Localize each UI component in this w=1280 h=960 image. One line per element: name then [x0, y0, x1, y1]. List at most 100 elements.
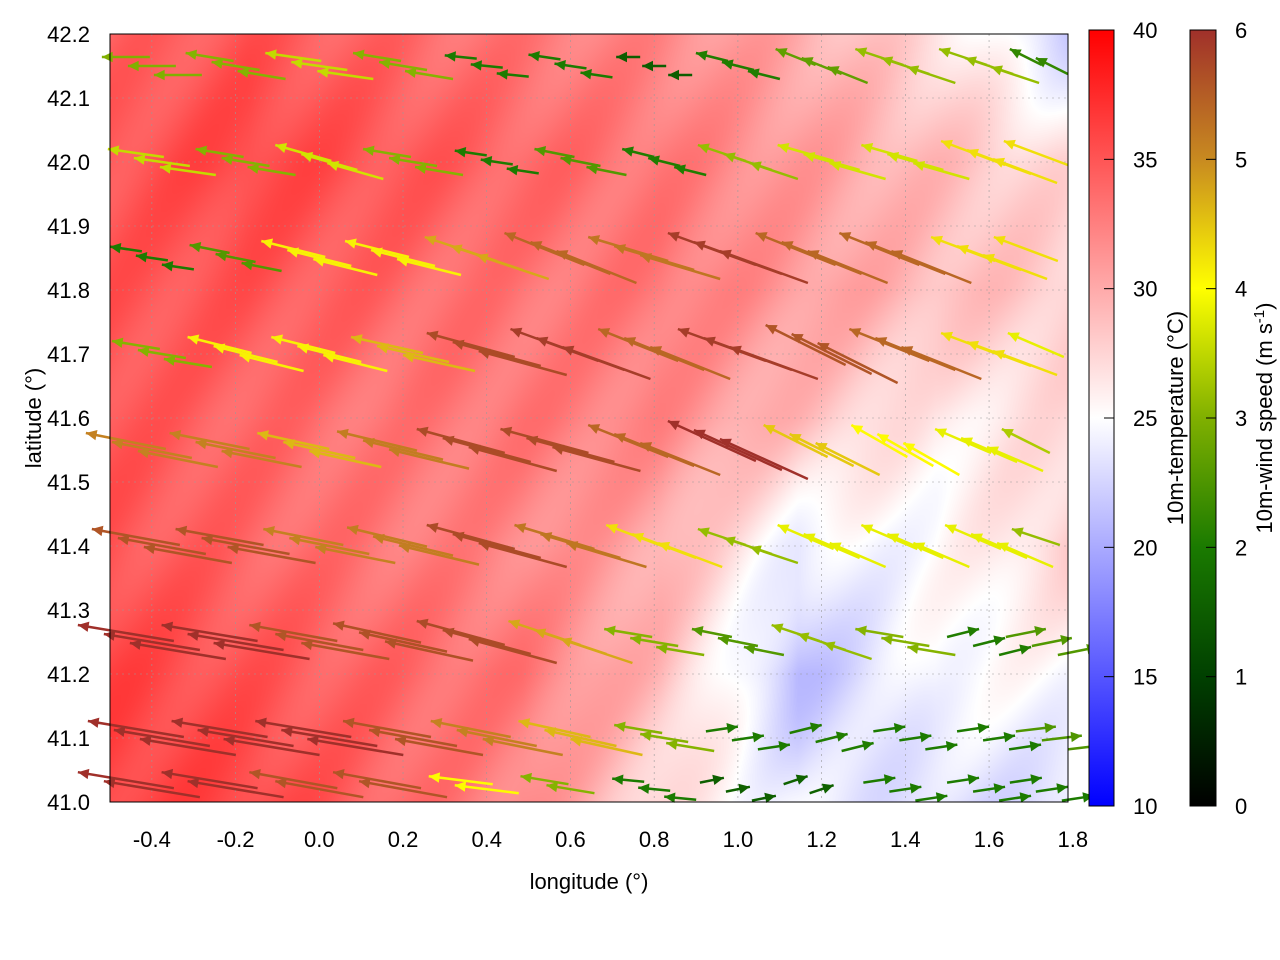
wind-arrow-head — [1003, 139, 1016, 150]
wind-arrow — [87, 717, 185, 739]
wind-arrow-head — [752, 732, 764, 743]
wind-arrow — [227, 543, 316, 565]
wind-arrow — [874, 336, 956, 372]
wind-arrow-head — [297, 343, 310, 354]
wind-arrow-head — [309, 448, 321, 459]
wind-arrow-shaft — [482, 737, 563, 757]
wind-arrow — [315, 544, 396, 565]
wind-arrow-shaft — [478, 541, 568, 569]
wind-arrow — [189, 242, 230, 255]
wind-arrow-shaft — [992, 349, 1058, 377]
wind-arrow — [841, 740, 874, 753]
wind-arrow-shaft — [815, 441, 881, 477]
wind-arrow — [946, 774, 980, 785]
wind-arrow — [972, 783, 1006, 794]
wind-arrow-head — [359, 629, 371, 640]
wind-arrow-head — [127, 60, 139, 72]
wind-arrow-shaft — [442, 628, 532, 656]
wind-arrow — [827, 65, 869, 85]
wind-arrow-head — [887, 533, 900, 544]
wind-arrow — [655, 643, 705, 657]
wind-arrow-head — [534, 146, 547, 157]
wind-arrow-shaft — [587, 423, 669, 459]
wind-arrow — [623, 336, 705, 372]
wind-arrow — [695, 50, 729, 63]
wind-arrow-head — [281, 726, 293, 737]
wind-arrow-head — [371, 247, 383, 258]
wind-arrow-head — [693, 429, 706, 440]
x-axis-label: longitude (°) — [530, 869, 649, 894]
wind-arrow-head — [807, 250, 820, 260]
wind-arrow-head — [881, 634, 893, 645]
wind-arrow — [326, 160, 384, 181]
wind-arrow-head — [221, 154, 234, 165]
wind-arrow-head — [817, 343, 830, 353]
wind-arrow-head — [333, 768, 345, 780]
wind-arrow-head — [666, 739, 678, 750]
wind-arrow — [175, 525, 264, 547]
wind-arrow — [470, 60, 503, 71]
wind-arrow-head — [343, 717, 355, 729]
wind-arrow — [934, 427, 992, 455]
wind-arrow-head — [275, 777, 287, 789]
wind-arrow — [249, 621, 338, 643]
wind-arrow-shaft — [838, 231, 920, 267]
wind-arrow — [725, 783, 751, 795]
wind-arrow — [223, 735, 320, 757]
wind-arrow — [163, 355, 213, 369]
wind-arrow-head — [719, 249, 732, 260]
wind-arrow-head — [1034, 626, 1046, 637]
wind-arrow — [398, 542, 480, 566]
wind-arrow-head — [403, 352, 415, 363]
wind-arrow — [777, 142, 834, 163]
wind-arrow-head — [345, 238, 357, 249]
wind-arrow — [275, 630, 364, 652]
wind-arrow-head — [614, 721, 626, 732]
y-ticks: 41.0 41.1 41.2 41.3 41.4 41.5 41.6 41.7 41.8 41.9… — [47, 22, 90, 815]
x-tick-label: -0.2 — [217, 827, 255, 852]
wind-arrow-head — [227, 543, 240, 555]
wind-arrow-shaft — [503, 231, 585, 267]
wind-arrow — [616, 51, 641, 63]
wind-arrow-head — [967, 148, 980, 159]
wind-arrow-head — [454, 147, 467, 158]
wind-arrow-head — [221, 448, 234, 459]
wind-arrow-head — [526, 435, 539, 446]
wind-arrow-head — [187, 777, 200, 789]
wind-arrow-head — [697, 143, 710, 154]
wind-arrow-head — [195, 145, 208, 156]
y-tick-label: 41.9 — [47, 214, 90, 239]
wind-arrow-shaft — [623, 336, 705, 372]
wind-arrow — [838, 231, 920, 267]
wind-arrow-head — [829, 160, 842, 171]
wind-arrow-head — [77, 621, 90, 632]
wind-arrow-head — [983, 253, 996, 264]
wind-arrow-shaft — [312, 257, 378, 277]
wind-arrow — [529, 240, 611, 276]
y-tick-label: 42.1 — [47, 86, 90, 111]
wind-arrow — [647, 155, 681, 168]
wind-arrow-head — [851, 425, 864, 435]
wind-arrow — [791, 332, 873, 376]
wind-arrow-head — [797, 632, 810, 643]
wind-arrow-head — [877, 434, 890, 444]
wind-arrow-head — [883, 774, 896, 785]
wind-arrow-head — [315, 544, 327, 555]
wind-arrow — [693, 428, 783, 472]
wind-arrow-head — [424, 235, 437, 246]
wind-arrow — [317, 67, 374, 81]
wind-arrow-shaft — [657, 541, 723, 569]
wind-arrow — [639, 730, 689, 744]
wind-arrow — [171, 717, 268, 739]
wind-arrow-shaft — [864, 240, 946, 276]
wind-arrow-head — [257, 430, 269, 441]
wind-arrow — [993, 235, 1059, 263]
wind-arrow — [291, 58, 348, 72]
wind-arrow — [873, 723, 906, 734]
wind-arrow-head — [353, 49, 365, 60]
wind-arrow — [982, 732, 1016, 743]
wind-arrow — [362, 145, 412, 159]
wind-arrow — [731, 732, 765, 743]
wind-arrow-head — [691, 626, 704, 637]
x-tick-label: 0.4 — [471, 827, 502, 852]
